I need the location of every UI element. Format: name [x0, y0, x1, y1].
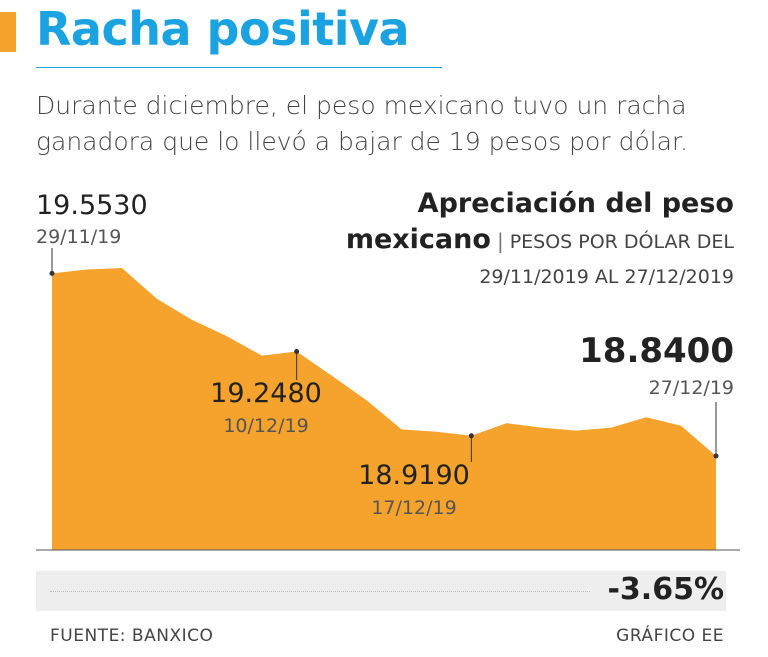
chart-subtitle-line1: PESOS POR DÓLAR DEL — [509, 231, 734, 253]
headline: Racha positiva — [36, 2, 410, 56]
intro-text: Durante diciembre, el peso mexicano tuvo… — [36, 91, 688, 156]
annotation-value: 18.9190 — [358, 460, 470, 491]
chart-subtitle-line2: 29/11/2019 AL 27/12/2019 — [479, 266, 734, 288]
annotation-date: 17/12/19 — [371, 497, 456, 519]
source-label: FUENTE: BANXICO — [50, 626, 214, 646]
percent-change: -3.65% — [607, 572, 724, 607]
chart-title-line2: mexicano — [345, 224, 491, 255]
chart-title-separator: | — [496, 229, 504, 253]
chart-title: Apreciación del peso mexicano | PESOS POR … — [264, 186, 734, 294]
data-point-marker — [468, 433, 474, 439]
change-dotted-line — [50, 591, 590, 592]
annotation-value: 19.2480 — [210, 378, 322, 409]
credit-label: GRÁFICO EE — [616, 626, 724, 646]
annotation-date: 10/12/19 — [223, 415, 308, 437]
annotation-value: 18.8400 — [579, 331, 734, 371]
data-point-marker — [294, 348, 300, 354]
annotation-date: 27/12/19 — [649, 377, 734, 399]
annotation-date: 29/11/19 — [36, 226, 121, 248]
data-point-marker — [713, 453, 719, 459]
area-fill — [52, 268, 716, 550]
annotation-value: 19.5530 — [36, 190, 148, 221]
accent-bar — [0, 12, 16, 52]
data-point-marker — [49, 270, 55, 276]
headline-rule — [36, 67, 442, 68]
chart-title-line1: Apreciación del peso — [417, 188, 734, 219]
